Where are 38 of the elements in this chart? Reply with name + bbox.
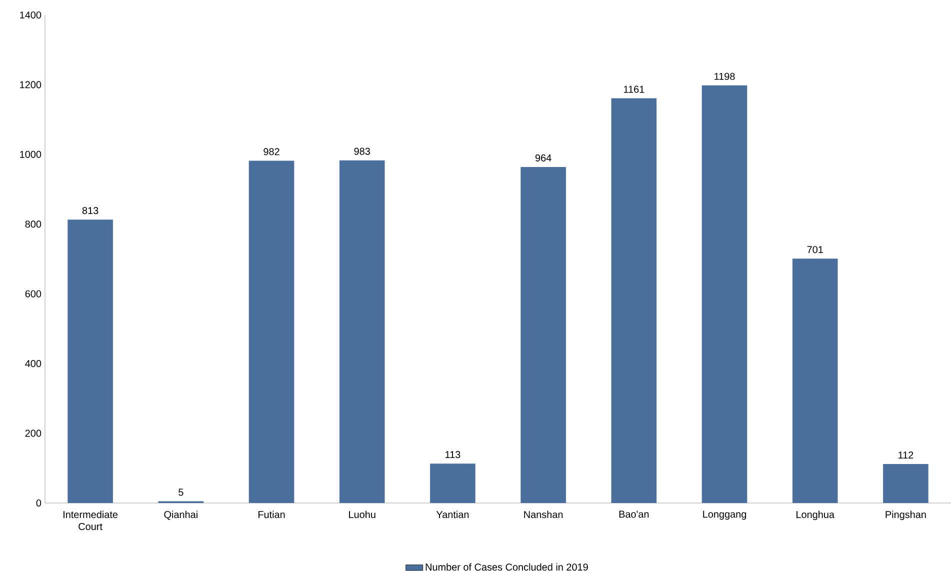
data-label: 5: [178, 488, 184, 496]
y-tick-label: 1400: [20, 11, 42, 19]
y-tick-label: 800: [25, 220, 42, 228]
x-tick-label: Yantian: [436, 510, 469, 518]
data-label: 1161: [624, 86, 644, 93]
data-label: 983: [354, 148, 370, 155]
y-tick-label: 0: [36, 499, 42, 507]
bar: [339, 160, 385, 503]
bar: [611, 98, 657, 503]
y-tick-label: 600: [25, 290, 42, 298]
bar: [702, 85, 748, 503]
x-tick-label: Bao'an: [619, 510, 649, 518]
data-label: 1198: [714, 72, 735, 80]
x-tick-label: Qianhai: [164, 510, 198, 520]
x-tick-label: Longhua: [796, 510, 834, 520]
y-tick-label: 1200: [20, 81, 42, 88]
data-label: 982: [264, 148, 280, 156]
bar: [520, 166, 566, 503]
x-tick-label: Luohu: [349, 510, 376, 518]
data-label: 113: [446, 451, 460, 458]
y-tick-label: 200: [25, 430, 42, 437]
y-tick-label: 1000: [20, 150, 42, 158]
data-label: 964: [535, 154, 552, 162]
data-label: 112: [898, 451, 914, 458]
bar: [68, 220, 113, 503]
x-tick-label: Intermediate Court: [64, 510, 118, 530]
y-tick-label: 400: [25, 360, 42, 368]
data-label: 813: [82, 207, 98, 214]
x-tick-label: Futian: [258, 510, 285, 518]
x-tick-label: Nanshan: [524, 510, 563, 518]
bar: [248, 160, 294, 503]
bar: [430, 464, 476, 503]
legend-label: Number of Cases Concluded in 2019: [426, 563, 588, 571]
x-tick-label: Longgang: [703, 510, 746, 520]
x-tick-label: Pingshan: [886, 510, 926, 520]
data-label: 701: [807, 246, 823, 254]
bar: [883, 464, 928, 503]
bar: [792, 258, 838, 503]
